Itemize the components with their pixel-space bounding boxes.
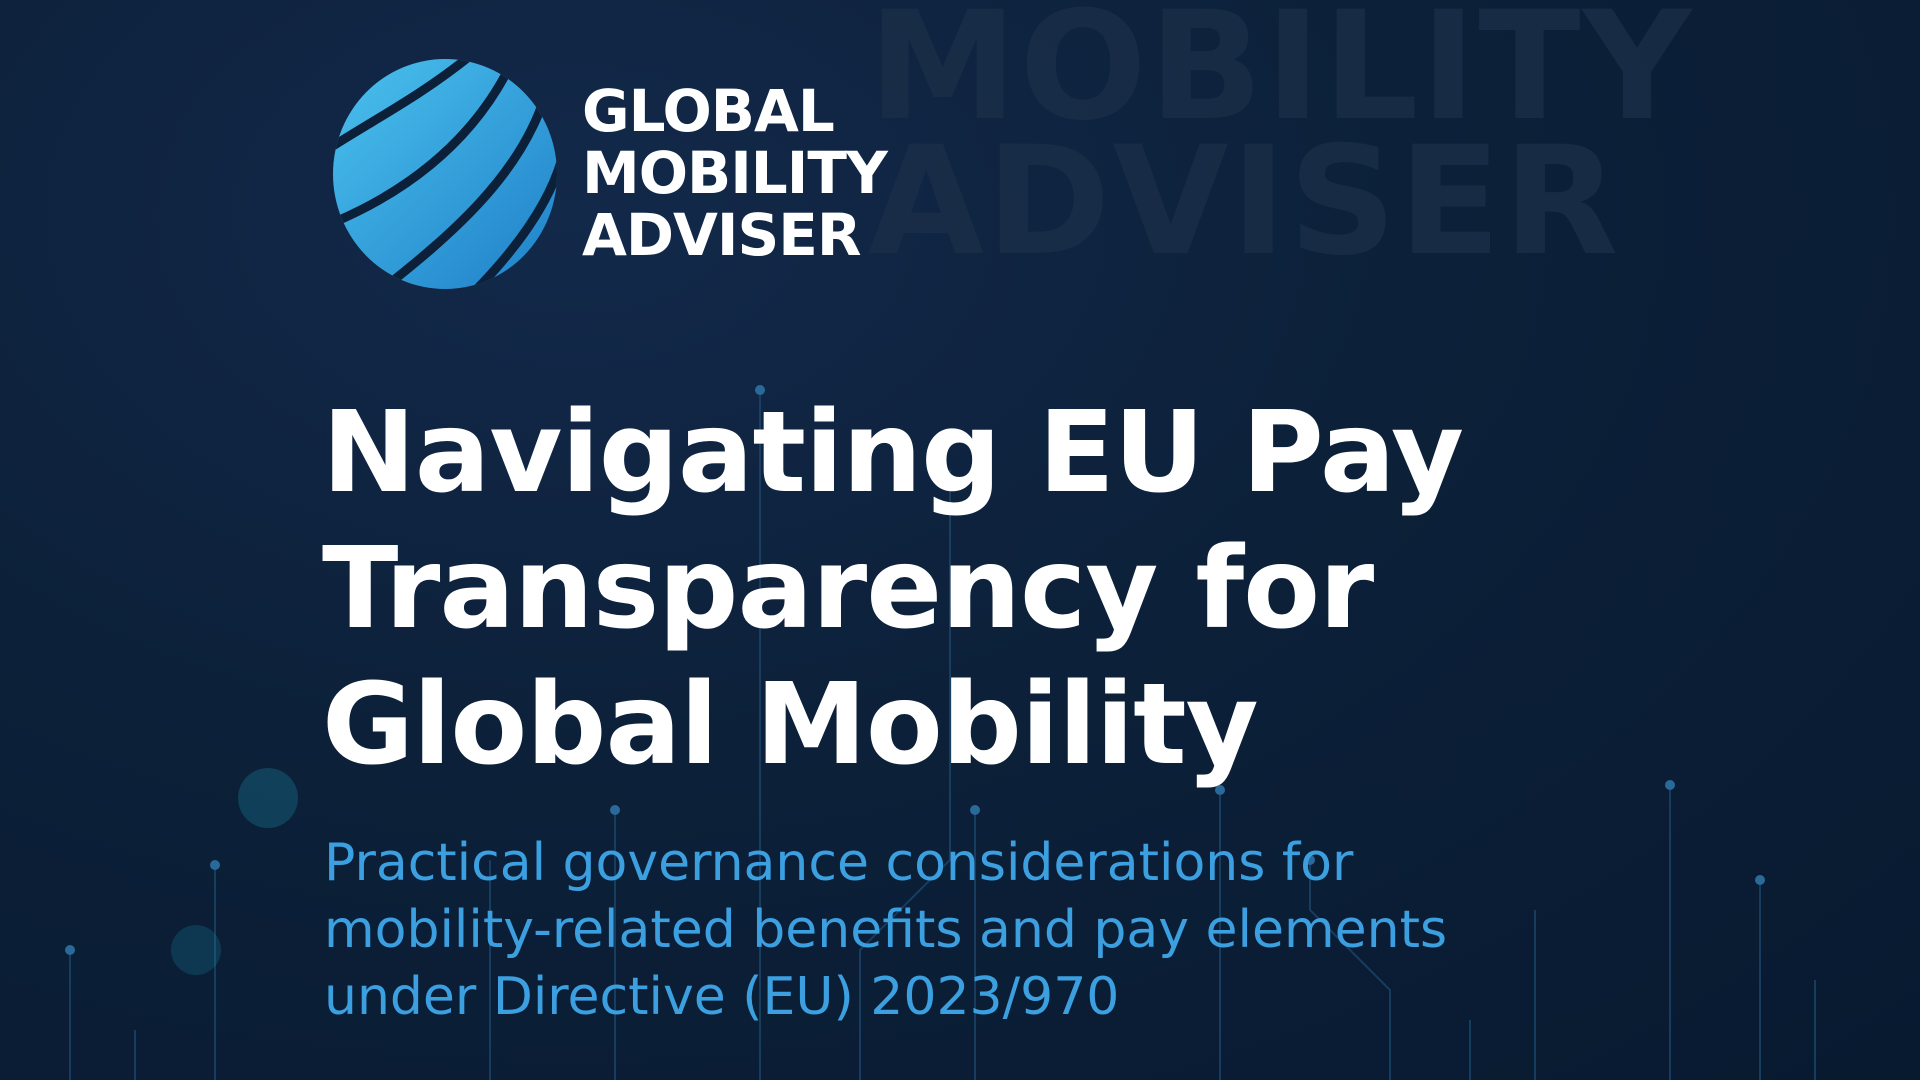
subtitle-line: Practical governance considerations for bbox=[324, 833, 1354, 893]
brand-logo-text: GLOBAL MOBILITY ADVISER bbox=[582, 77, 888, 269]
title-line: Global Mobility bbox=[322, 660, 1259, 790]
subtitle-line: under Directive (EU) 2023/970 bbox=[324, 967, 1120, 1027]
logo-line: ADVISER bbox=[582, 201, 862, 269]
subtitle-line: mobility-related benefits and pay elemen… bbox=[324, 900, 1448, 960]
watermark-line: ADVISER bbox=[868, 115, 1621, 289]
title-line: Navigating EU Pay bbox=[322, 388, 1464, 518]
subtitle: Practical governance considerations for … bbox=[324, 830, 1724, 1031]
watermark-line: MOBILITY bbox=[868, 0, 1694, 154]
page-title: Navigating EU Pay Transparency for Globa… bbox=[322, 385, 1464, 793]
logo-line: GLOBAL bbox=[582, 77, 835, 145]
title-line: Transparency for bbox=[322, 524, 1374, 654]
globe-logo-icon bbox=[333, 59, 557, 289]
watermark-text: MOBILITY ADVISER bbox=[868, 0, 1694, 289]
logo-line: MOBILITY bbox=[582, 139, 888, 207]
